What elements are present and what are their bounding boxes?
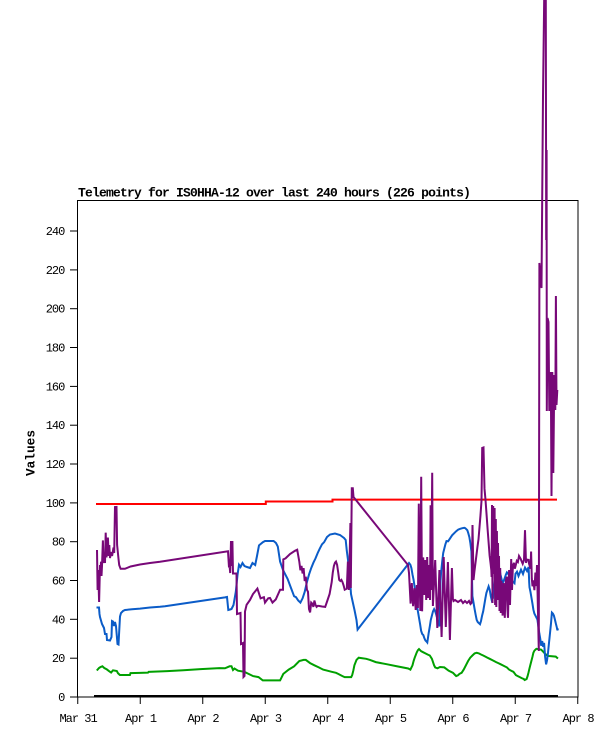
- svg-text:0: 0: [58, 691, 65, 705]
- svg-text:Apr 7: Apr 7: [500, 712, 532, 726]
- svg-text:60: 60: [52, 575, 65, 589]
- svg-text:Values: Values: [24, 430, 39, 476]
- svg-text:Apr 2: Apr 2: [188, 712, 220, 726]
- svg-text:Apr 8: Apr 8: [563, 712, 595, 726]
- svg-text:Apr 3: Apr 3: [250, 712, 282, 726]
- svg-text:120: 120: [46, 458, 65, 472]
- svg-text:20: 20: [52, 652, 65, 666]
- svg-text:100: 100: [46, 497, 65, 511]
- svg-text:Telemetry for IS0HHA-12 over l: Telemetry for IS0HHA-12 over last 240 ho…: [78, 186, 470, 201]
- svg-text:40: 40: [52, 613, 65, 627]
- svg-text:220: 220: [46, 264, 65, 278]
- svg-text:80: 80: [52, 536, 65, 550]
- svg-text:200: 200: [46, 303, 65, 317]
- svg-text:Apr 5: Apr 5: [375, 712, 407, 726]
- svg-text:Apr 1: Apr 1: [125, 712, 157, 726]
- svg-text:160: 160: [46, 380, 65, 394]
- svg-text:Mar 31: Mar 31: [59, 712, 97, 726]
- svg-text:240: 240: [46, 225, 65, 239]
- svg-text:Apr 6: Apr 6: [438, 712, 470, 726]
- svg-text:140: 140: [46, 419, 65, 433]
- svg-text:Apr 4: Apr 4: [313, 712, 345, 726]
- svg-text:180: 180: [46, 342, 65, 356]
